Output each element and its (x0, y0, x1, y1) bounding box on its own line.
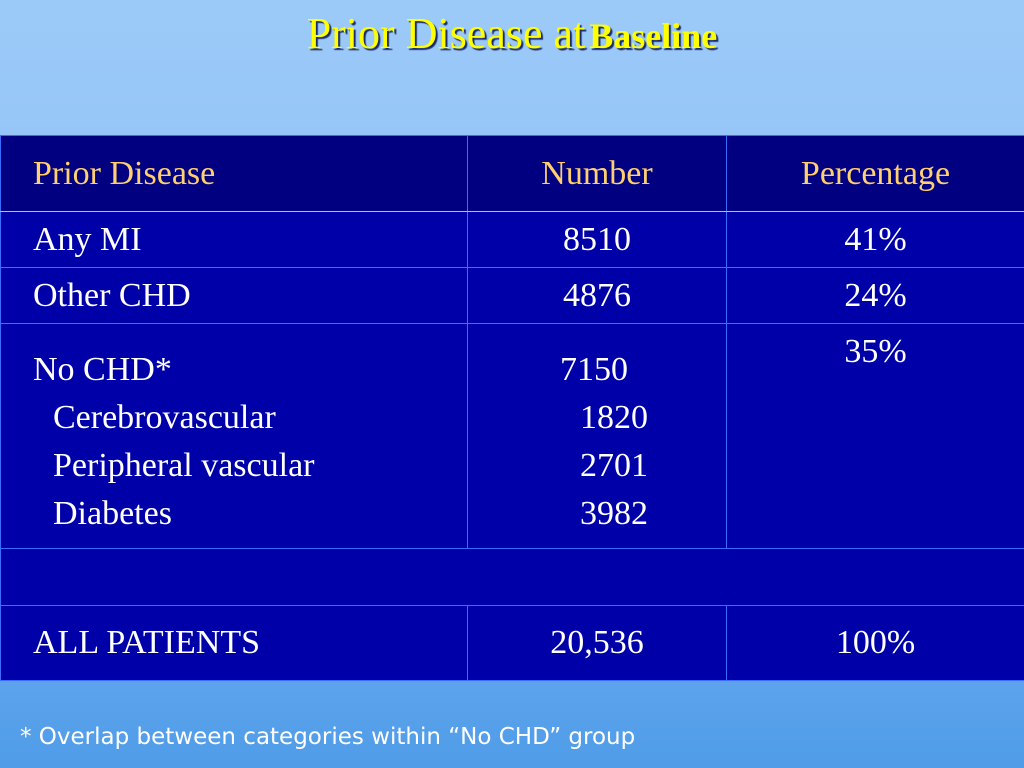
row-number-diabetes: 3982 (580, 495, 648, 532)
header-percentage: Percentage (726, 135, 1024, 212)
table-row-blank (0, 548, 1024, 606)
header-prior-disease: Prior Disease (0, 135, 468, 212)
row-numbers-no-chd: 7150 1820 2701 3982 (467, 323, 727, 549)
row-label-all-patients: ALL PATIENTS (0, 605, 468, 681)
row-label-diabetes: Diabetes (53, 495, 172, 532)
row-number-no-chd: 7150 (560, 351, 628, 388)
table-row: Other CHD 4876 24% (0, 267, 1024, 324)
footnote: * Overlap between categories within “No … (20, 724, 636, 750)
row-number-peripheral-vascular: 2701 (580, 447, 648, 484)
row-pct-no-chd: 35% (844, 333, 907, 370)
row-label-cerebrovascular: Cerebrovascular (53, 399, 276, 436)
slide-title-main: Prior Disease at (306, 9, 586, 58)
row-label-peripheral-vascular: Peripheral vascular (53, 447, 315, 484)
table-row: No CHD* Cerebrovascular Peripheral vascu… (0, 323, 1024, 549)
slide-title-sub: Baseline (589, 16, 718, 56)
table-row: Any MI 8510 41% (0, 211, 1024, 268)
row-label-no-chd: No CHD* (33, 351, 172, 388)
row-number-other-chd: 4876 (467, 267, 727, 324)
row-pct-all-patients: 100% (726, 605, 1024, 681)
prior-disease-table: Prior Disease Number Percentage Any MI 8… (0, 135, 1024, 681)
row-number-any-mi: 8510 (467, 211, 727, 268)
row-label-other-chd: Other CHD (0, 267, 468, 324)
row-pct-other-chd: 24% (726, 267, 1024, 324)
header-number: Number (467, 135, 727, 212)
table-row-total: ALL PATIENTS 20,536 100% (0, 605, 1024, 681)
row-labels-no-chd: No CHD* Cerebrovascular Peripheral vascu… (0, 323, 468, 549)
row-number-all-patients: 20,536 (467, 605, 727, 681)
row-pct-any-mi: 41% (726, 211, 1024, 268)
table-header-row: Prior Disease Number Percentage (0, 135, 1024, 212)
row-pct-cell-no-chd: 35% (726, 323, 1024, 549)
slide-title: Prior Disease at Baseline (0, 8, 1024, 59)
row-number-cerebrovascular: 1820 (580, 399, 648, 436)
blank-cell (0, 548, 1024, 606)
row-label-any-mi: Any MI (0, 211, 468, 268)
